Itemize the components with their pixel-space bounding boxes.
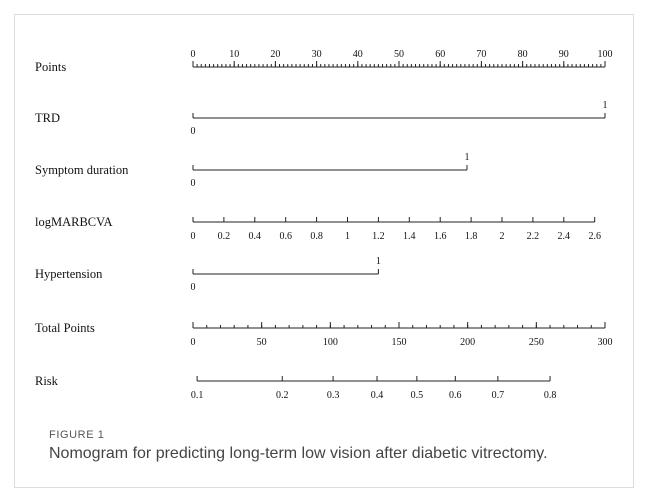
logmarbcva-tick-label: 0.6: [279, 231, 292, 242]
row-label-logmarbcva: logMARBCVA: [35, 215, 113, 229]
risk-tick-label: 0.4: [371, 390, 384, 401]
figure-frame: Points 0 10 20 30 40 50 60 70 80 90 100 TRD 0 1 Symptom…: [14, 14, 634, 488]
risk-tick-label: 0.2: [276, 390, 289, 401]
logmarbcva-tick-label: 2.6: [588, 231, 601, 242]
points-tick-label: 50: [394, 49, 404, 60]
total-points-tick-label: 200: [460, 337, 475, 348]
logmarbcva-tick-label: 1.2: [372, 231, 385, 242]
logmarbcva-tick-label: 1.4: [403, 231, 416, 242]
logmarbcva-tick-label: 0: [191, 231, 196, 242]
points-tick-label: 30: [312, 49, 322, 60]
total-points-tick-label: 50: [257, 337, 267, 348]
hypertension-level-label: 0: [191, 282, 196, 293]
row-label-trd: TRD: [35, 111, 60, 125]
points-tick-label: 80: [518, 49, 528, 60]
risk-tick-label: 0.3: [327, 390, 340, 401]
row-label-hypertension: Hypertension: [35, 267, 103, 281]
total-points-tick-label: 300: [598, 337, 613, 348]
row-label-total-points: Total Points: [35, 321, 95, 335]
total-points-tick-label: 100: [323, 337, 338, 348]
figure-caption: FIGURE 1 Nomogram for predicting long-te…: [49, 429, 639, 465]
logmarbcva-tick-label: 1.6: [434, 231, 447, 242]
trd-level-label: 0: [191, 126, 196, 137]
row-label-points: Points: [35, 60, 66, 74]
logmarbcva-tick-label: 1: [345, 231, 350, 242]
risk-tick-label: 0.8: [544, 390, 557, 401]
logmarbcva-tick-label: 2: [500, 231, 505, 242]
total-points-tick-label: 0: [191, 337, 196, 348]
points-tick-label: 0: [191, 49, 196, 60]
points-tick-label: 40: [353, 49, 363, 60]
risk-tick-label: 0.7: [492, 390, 505, 401]
logmarbcva-tick-label: 0.4: [249, 231, 261, 242]
risk-tick-label: 0.5: [411, 390, 424, 401]
logmarbcva-tick-label: 0.2: [218, 231, 231, 242]
total-points-tick-label: 150: [392, 337, 407, 348]
points-tick-label: 10: [229, 49, 239, 60]
logmarbcva-tick-label: 0.8: [310, 231, 323, 242]
logmarbcva-tick-label: 2.4: [558, 231, 571, 242]
risk-tick-label: 0.1: [191, 390, 204, 401]
symptom-duration-level-label: 0: [191, 178, 196, 189]
points-tick-label: 90: [559, 49, 569, 60]
caption-text: Nomogram for predicting long-term low vi…: [49, 445, 548, 462]
symptom-duration-level-label: 1: [464, 152, 469, 163]
hypertension-level-label: 1: [376, 256, 381, 267]
points-tick-label: 100: [598, 49, 613, 60]
logmarbcva-tick-label: 1.8: [465, 231, 478, 242]
points-tick-label: 60: [435, 49, 445, 60]
trd-level-label: 1: [603, 100, 608, 111]
risk-tick-label: 0.6: [449, 390, 462, 401]
points-tick-label: 20: [270, 49, 280, 60]
logmarbcva-tick-label: 2.2: [527, 231, 540, 242]
row-label-risk: Risk: [35, 374, 59, 388]
total-points-tick-label: 250: [529, 337, 544, 348]
points-tick-label: 70: [476, 49, 486, 60]
figure-label: FIGURE 1: [49, 429, 105, 441]
row-label-symptom-duration: Symptom duration: [35, 163, 129, 177]
